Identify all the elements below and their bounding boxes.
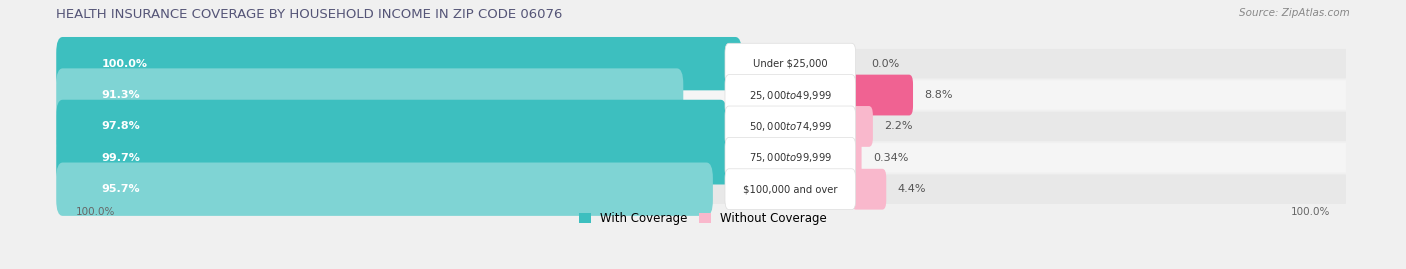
Text: 99.7%: 99.7% — [101, 153, 141, 163]
Text: 95.7%: 95.7% — [101, 184, 141, 194]
FancyBboxPatch shape — [725, 137, 856, 178]
FancyBboxPatch shape — [852, 75, 912, 115]
Text: 2.2%: 2.2% — [884, 121, 912, 132]
Text: 100.0%: 100.0% — [101, 59, 148, 69]
FancyBboxPatch shape — [852, 137, 862, 178]
FancyBboxPatch shape — [725, 43, 856, 84]
Text: 100.0%: 100.0% — [1291, 207, 1330, 217]
FancyBboxPatch shape — [60, 80, 1346, 110]
Text: 0.34%: 0.34% — [873, 153, 908, 163]
FancyBboxPatch shape — [852, 169, 886, 210]
Text: Under $25,000: Under $25,000 — [754, 59, 828, 69]
FancyBboxPatch shape — [725, 106, 856, 147]
Text: 100.0%: 100.0% — [76, 207, 115, 217]
FancyBboxPatch shape — [60, 112, 1346, 141]
FancyBboxPatch shape — [852, 106, 873, 147]
Text: $50,000 to $74,999: $50,000 to $74,999 — [749, 120, 832, 133]
Text: $25,000 to $49,999: $25,000 to $49,999 — [749, 89, 832, 101]
Text: 8.8%: 8.8% — [925, 90, 953, 100]
Text: $100,000 and over: $100,000 and over — [742, 184, 838, 194]
Text: Source: ZipAtlas.com: Source: ZipAtlas.com — [1239, 8, 1350, 18]
FancyBboxPatch shape — [725, 169, 856, 210]
FancyBboxPatch shape — [725, 75, 856, 115]
Legend: With Coverage, Without Coverage: With Coverage, Without Coverage — [574, 207, 832, 230]
FancyBboxPatch shape — [56, 131, 740, 185]
FancyBboxPatch shape — [56, 162, 713, 216]
FancyBboxPatch shape — [56, 68, 683, 122]
Text: 0.0%: 0.0% — [872, 59, 900, 69]
FancyBboxPatch shape — [56, 37, 742, 90]
Text: 91.3%: 91.3% — [101, 90, 141, 100]
FancyBboxPatch shape — [60, 175, 1346, 204]
Text: 97.8%: 97.8% — [101, 121, 141, 132]
Text: HEALTH INSURANCE COVERAGE BY HOUSEHOLD INCOME IN ZIP CODE 06076: HEALTH INSURANCE COVERAGE BY HOUSEHOLD I… — [56, 8, 562, 21]
FancyBboxPatch shape — [56, 100, 727, 153]
Text: $75,000 to $99,999: $75,000 to $99,999 — [749, 151, 832, 164]
Text: 4.4%: 4.4% — [898, 184, 927, 194]
FancyBboxPatch shape — [60, 143, 1346, 173]
FancyBboxPatch shape — [60, 49, 1346, 79]
